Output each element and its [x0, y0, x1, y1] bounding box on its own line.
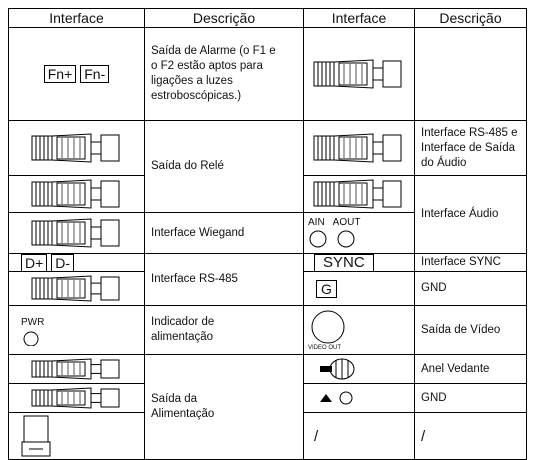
- seal-icon: [320, 358, 355, 380]
- port-label: Fn+: [43, 65, 77, 83]
- header-cell: Interface: [8, 8, 145, 28]
- description: Saída da Alimentação: [151, 393, 215, 420]
- interface-cell: SYNC: [303, 253, 415, 272]
- interface-cell: AIN AOUT: [303, 212, 415, 254]
- interface-cell: [8, 383, 145, 413]
- port-label: AOUT: [332, 216, 361, 228]
- description: GND: [421, 391, 447, 404]
- description: Interface Áudio: [421, 208, 499, 220]
- description-cell: GND: [414, 383, 527, 413]
- indicator-icon: [23, 331, 39, 346]
- port-label: VIDEO OUT: [308, 344, 342, 351]
- description: Anel Vedante: [421, 362, 490, 375]
- description: Interface SYNC: [421, 256, 501, 268]
- connector-icon: [31, 387, 119, 409]
- port-label: AIN: [308, 216, 325, 228]
- description: Saída de Alarme (o F1 e o F2 estão aptos…: [151, 45, 276, 102]
- header-cell: Descrição: [144, 8, 304, 28]
- header-cell: Interface: [303, 8, 415, 28]
- interface-cell: [8, 354, 145, 384]
- description-cell: Interface Áudio: [414, 175, 527, 254]
- audio-icon: [309, 230, 355, 247]
- description: Saída do Relé: [151, 160, 224, 172]
- port-label: G: [316, 279, 337, 298]
- interface-cell: [8, 271, 145, 306]
- description-cell: Saída de Alarme (o F1 e o F2 estão aptos…: [144, 27, 304, 121]
- port-label: SYNC: [314, 253, 374, 272]
- video-icon: [311, 310, 345, 343]
- placeholder: /: [421, 427, 426, 445]
- description-cell: Indicador de alimentação: [144, 305, 304, 355]
- description: Interface RS-485: [151, 273, 238, 285]
- connector-icon: [31, 358, 119, 380]
- port-label: D-: [51, 253, 75, 272]
- description: Indicador de alimentação: [151, 316, 215, 343]
- interface-cell: [303, 120, 415, 176]
- connector-icon: [313, 179, 402, 209]
- connector-icon: [31, 179, 119, 209]
- description: Saída de Vídeo: [421, 323, 501, 336]
- interface-cell: [303, 175, 415, 213]
- placeholder: /: [314, 427, 319, 445]
- interface-cell: PWR: [8, 305, 145, 355]
- port-label: Fn-: [80, 65, 110, 83]
- description-cell: Saída de Vídeo: [414, 305, 527, 355]
- interface-cell: VIDEO OUT: [303, 305, 415, 355]
- interface-cell: /: [303, 412, 415, 460]
- description-cell: Interface Wiegand: [144, 212, 304, 254]
- description-cell: Interface RS-485 e Interface de Saída do…: [414, 120, 527, 176]
- port-label: PWR: [21, 316, 45, 328]
- interface-cell: G: [303, 271, 415, 306]
- interface-cell: [8, 120, 145, 176]
- description-cell: Saída do Relé: [144, 120, 304, 213]
- description-cell: Interface SYNC: [414, 253, 527, 272]
- connector-icon: [313, 133, 402, 163]
- description-cell: GND: [414, 271, 527, 306]
- connector-icon: [31, 275, 119, 302]
- interface-cell: [303, 383, 415, 413]
- connector-icon: [31, 133, 119, 163]
- description: Interface Wiegand: [151, 226, 245, 239]
- gnd-icon: [320, 391, 353, 405]
- interface-cell: [8, 175, 145, 213]
- interface-cell: [303, 27, 415, 121]
- interface-cell: [8, 412, 145, 460]
- port-label: D+: [21, 253, 48, 272]
- header-cell: Descrição: [414, 8, 527, 28]
- interface-cell: [303, 354, 415, 384]
- description-cell: [414, 27, 527, 121]
- description-cell: /: [414, 412, 527, 460]
- connector-icon: [313, 59, 402, 89]
- description: GND: [421, 282, 447, 294]
- connector-icon: [31, 218, 119, 248]
- description-cell: Saída da Alimentação: [144, 354, 304, 460]
- description: Interface RS-485 e Interface de Saída do…: [421, 126, 518, 169]
- interface-cell: Fn+ Fn-: [8, 27, 145, 121]
- interface-cell: D+ D-: [8, 253, 145, 272]
- description-cell: Interface RS-485: [144, 253, 304, 306]
- connector-icon: [21, 415, 51, 457]
- interface-cell: [8, 212, 145, 254]
- description-cell: Anel Vedante: [414, 354, 527, 384]
